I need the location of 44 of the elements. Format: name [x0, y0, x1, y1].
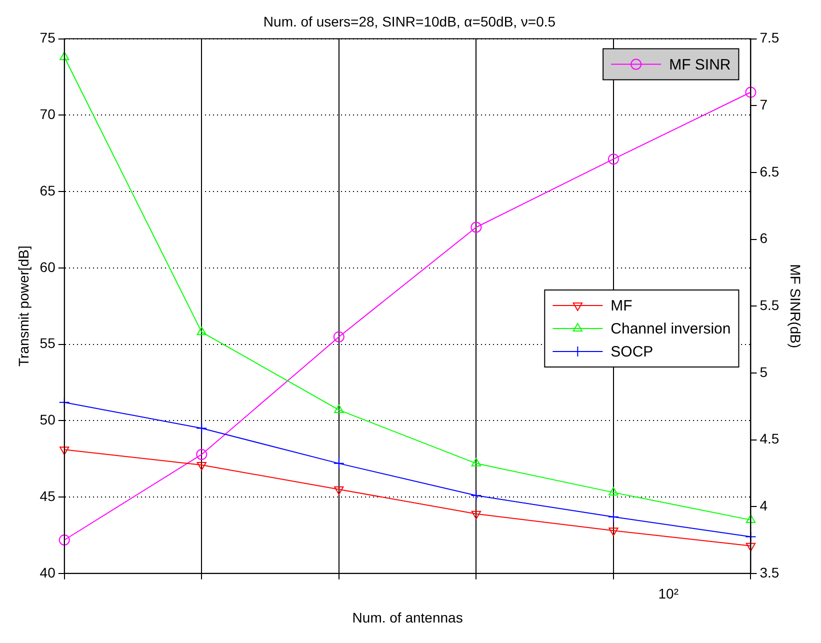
y2-axis-title: MF SINR(dB): [788, 264, 804, 348]
legend-label: MF: [610, 298, 632, 315]
point: [745, 86, 756, 98]
point: [58, 534, 70, 546]
y2-tick-label: 7.5: [760, 30, 780, 46]
point: [333, 458, 344, 469]
point: [196, 422, 208, 434]
point: [608, 511, 619, 522]
point: [196, 448, 208, 460]
y-tick-label: 45: [40, 488, 56, 504]
y2-tick-label: 3.5: [760, 564, 780, 580]
x-axis-title: Num. of antennas: [352, 609, 463, 626]
point: [470, 490, 482, 501]
point: [60, 446, 70, 456]
point: [196, 462, 206, 470]
point: [608, 154, 619, 165]
y-tick-label: 50: [40, 412, 56, 428]
y-tick-label: 55: [40, 335, 56, 352]
y-tick-label: 60: [40, 258, 56, 275]
y-tick-label: 65: [40, 182, 56, 198]
point: [471, 510, 482, 520]
y-tick-label: 70: [40, 106, 56, 122]
point: [196, 326, 206, 336]
text: 10²: [658, 585, 679, 602]
point: [60, 52, 70, 60]
y-tick-label: 75: [40, 30, 56, 46]
point: [334, 486, 344, 495]
legend-label: Channel inversion: [610, 320, 731, 338]
y2-tick-label: 5.5: [760, 296, 780, 313]
y-tick-label: 40: [40, 564, 56, 580]
y2-tick-label: 6.5: [760, 163, 780, 180]
y2-tick-label: 4.5: [760, 430, 780, 447]
point: [746, 542, 756, 552]
point: [470, 222, 482, 233]
y2-tick-label: 5: [760, 364, 768, 380]
y2-tick-label: 4: [760, 497, 768, 514]
legend-label: MF SINR: [669, 56, 731, 74]
y-axis-title: Transmit power[dB]: [15, 246, 32, 367]
chart-title: Num. of users=28, SINR=10dB, α=50dB, ν=0.5: [263, 13, 556, 30]
y2-tick-label: 6: [760, 230, 768, 246]
point: [333, 331, 344, 342]
y2-tick-label: 7: [760, 96, 768, 112]
legend-label: SOCP: [610, 344, 654, 361]
point: [608, 528, 618, 536]
